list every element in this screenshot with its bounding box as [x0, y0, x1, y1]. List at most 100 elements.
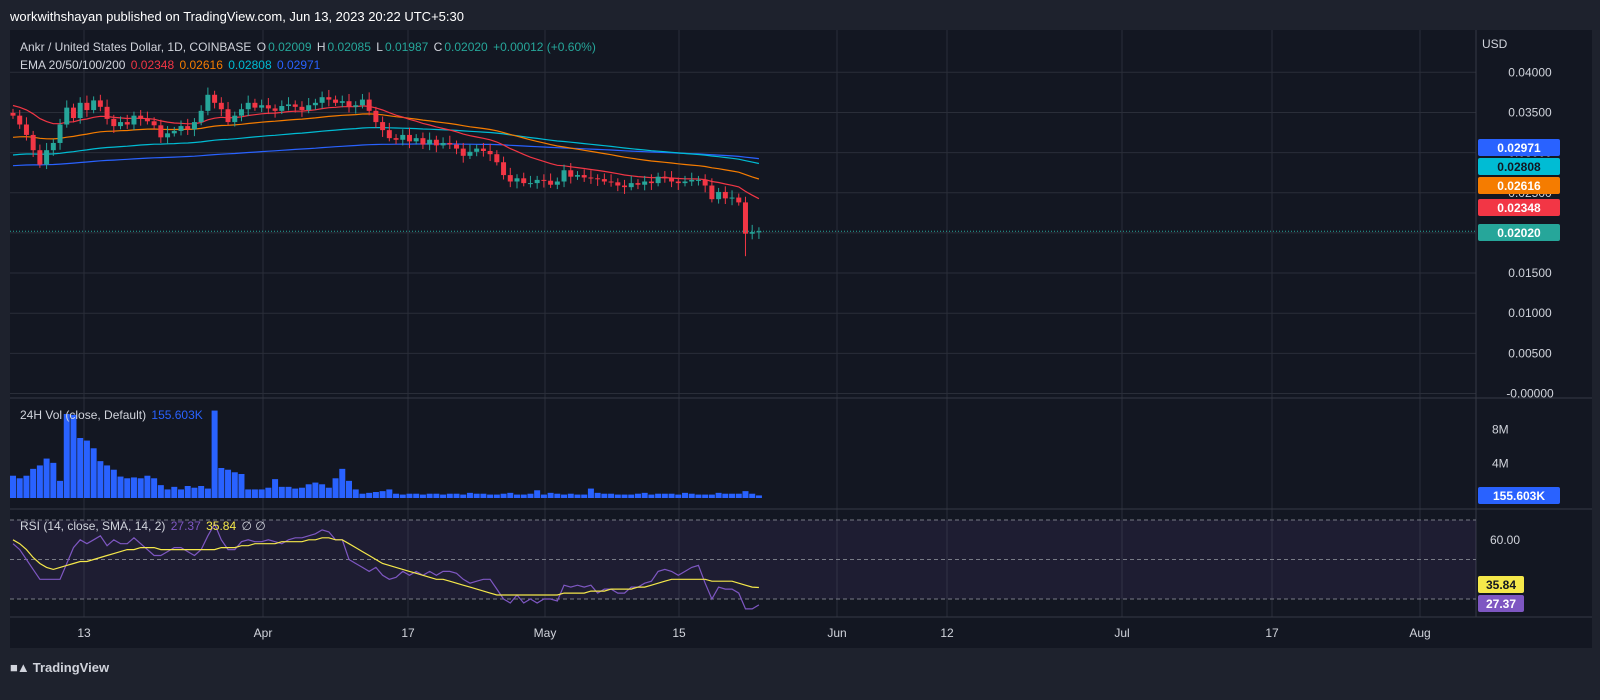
volume-bar: [218, 468, 225, 498]
candle-body: [319, 97, 325, 103]
volume-bar: [473, 493, 480, 498]
candle-body: [91, 100, 97, 111]
symbol-legend[interactable]: Ankr / United States Dollar, 1D, COINBAS…: [20, 40, 598, 54]
rsi-label-text: 27.37: [1486, 597, 1516, 611]
candle-body: [185, 126, 191, 130]
candle-body: [312, 102, 318, 106]
volume-bar: [460, 494, 467, 498]
rsi-tick-label: 60.00: [1490, 533, 1520, 547]
candle-body: [554, 181, 560, 185]
price-label-text: 0.02616: [1497, 179, 1541, 193]
volume-bar: [178, 489, 184, 498]
volume-bar: [372, 492, 379, 498]
tradingview-logo[interactable]: ■▲ TradingView: [10, 660, 109, 675]
time-tick-label: 13: [77, 626, 91, 640]
candle-body: [386, 130, 392, 139]
candle-body: [648, 181, 654, 184]
volume-bar: [319, 484, 326, 498]
ema-legend[interactable]: EMA 20/50/100/200 0.02348 0.02616 0.0280…: [20, 58, 322, 72]
price-label-text: 0.02808: [1497, 160, 1541, 174]
candle-body: [601, 179, 607, 182]
tradingview-brand: TradingView: [32, 660, 110, 675]
volume-label: 24H Vol (close, Default): [20, 408, 147, 422]
candle-body: [460, 148, 466, 156]
volume-bar: [655, 493, 662, 498]
volume-bar: [567, 493, 574, 498]
candle-body: [615, 182, 621, 186]
volume-bar: [379, 491, 386, 498]
time-tick-label: Jul: [1114, 626, 1129, 640]
candle-body: [622, 185, 628, 188]
volume-bar: [547, 492, 554, 498]
volume-bar: [292, 488, 299, 498]
price-tick-label: 0.04000: [1508, 65, 1552, 79]
volume-bar: [251, 489, 258, 498]
rsi-label-box: [1478, 576, 1524, 593]
candle-body: [212, 94, 218, 103]
ema-line: [12, 104, 760, 200]
candle-body: [30, 134, 36, 151]
volume-legend[interactable]: 24H Vol (close, Default) 155.603K: [20, 408, 205, 422]
volume-bar: [332, 478, 339, 498]
volume-bar: [16, 478, 23, 498]
volume-bar: [729, 493, 736, 498]
volume-bar: [305, 484, 312, 498]
time-tick-label: Apr: [254, 626, 273, 640]
volume-bar: [386, 489, 393, 498]
candle-body: [635, 183, 641, 185]
price-label-box: [1478, 224, 1560, 241]
volume-bar: [346, 480, 352, 498]
volume-bar: [453, 493, 460, 498]
candle-body: [662, 176, 668, 179]
candle-body: [50, 142, 56, 151]
candle-body: [433, 139, 439, 146]
volume-tick-label: 4M: [1492, 457, 1509, 471]
candle-body: [574, 175, 580, 177]
chart-canvas[interactable]: USD0.040000.035000.030000.025000.020000.…: [10, 30, 1592, 648]
currency-label: USD: [1482, 37, 1508, 51]
price-label-text: 0.02971: [1497, 141, 1541, 155]
candle-body: [588, 177, 594, 179]
volume-bar: [157, 485, 164, 498]
high-label: H: [316, 40, 326, 54]
candle-body: [191, 122, 197, 130]
candle-body: [252, 102, 258, 108]
volume-bar: [97, 461, 104, 498]
candle-body: [400, 134, 406, 140]
volume-value: 155.603K: [151, 408, 203, 422]
volume-bar: [534, 490, 541, 498]
volume-bar: [608, 493, 615, 498]
volume-bar: [359, 493, 366, 498]
rsi-legend[interactable]: RSI (14, close, SMA, 14, 2) 27.37 35.84 …: [20, 519, 268, 533]
price-tick-label: 0.03500: [1508, 105, 1552, 119]
price-tick-label: 0.01000: [1508, 306, 1552, 320]
volume-bar: [648, 494, 655, 498]
volume-bar: [426, 493, 433, 498]
volume-bar: [587, 488, 594, 498]
volume-bar: [722, 493, 729, 498]
volume-bar: [137, 478, 144, 498]
candle-body: [124, 122, 130, 125]
rsi-label-box: [1478, 595, 1524, 612]
rsi-label-text: 35.84: [1486, 578, 1516, 592]
candle-body: [467, 151, 473, 156]
candle-body: [749, 232, 755, 234]
candle-body: [70, 107, 76, 119]
candle-body: [494, 154, 500, 163]
volume-bar: [554, 493, 561, 498]
candle-body: [138, 115, 144, 119]
volume-label-text: 155.603K: [1493, 489, 1545, 503]
close-label: C: [433, 40, 443, 54]
chart-area[interactable]: USD0.040000.035000.030000.025000.020000.…: [10, 30, 1592, 648]
candle-body: [406, 134, 412, 142]
volume-bar: [413, 493, 420, 498]
candle-body: [689, 179, 695, 182]
candle-body: [393, 138, 399, 140]
volume-label-box: [1478, 487, 1560, 504]
volume-bar: [446, 493, 453, 498]
volume-bar: [574, 494, 581, 498]
rsi-label: RSI (14, close, SMA, 14, 2): [20, 519, 166, 533]
volume-bar: [641, 492, 648, 498]
candle-body: [292, 104, 298, 107]
candle-body: [420, 138, 426, 145]
